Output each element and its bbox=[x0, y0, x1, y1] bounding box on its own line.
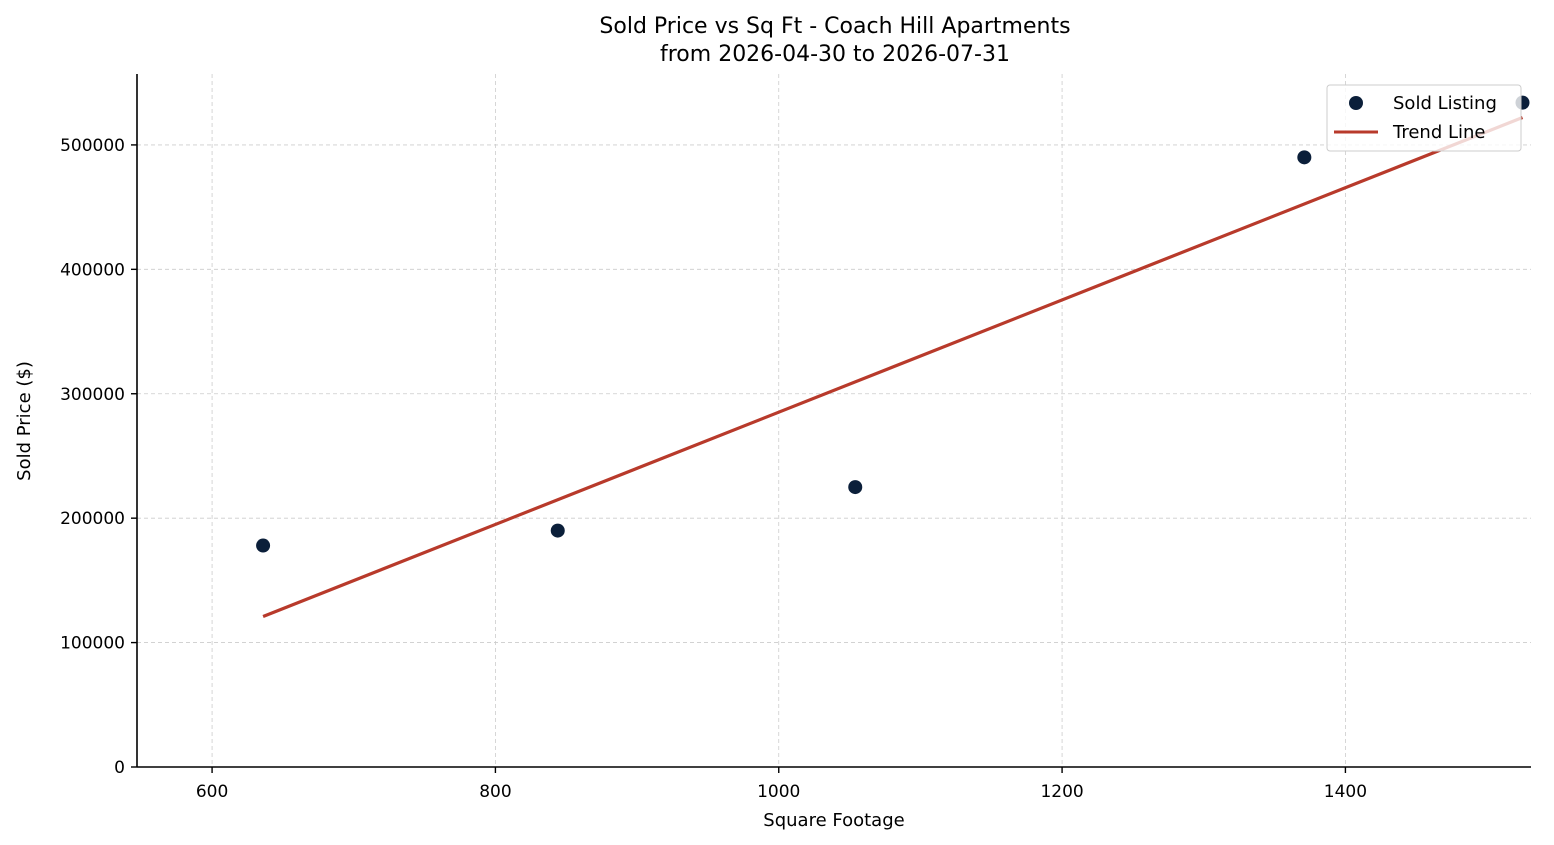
chart-title: Sold Price vs Sq Ft - Coach Hill Apartme… bbox=[599, 14, 1070, 39]
x-tick-label: 1000 bbox=[757, 782, 800, 802]
x-tick-label: 800 bbox=[479, 782, 511, 802]
y-tick-label: 300000 bbox=[60, 385, 125, 405]
legend-box bbox=[1326, 84, 1522, 152]
y-tick-label: 400000 bbox=[60, 260, 125, 280]
trend-line bbox=[262, 116, 1524, 618]
x-axis-label: Square Footage bbox=[763, 810, 904, 831]
data-point bbox=[550, 523, 565, 538]
ticks: 6008001000120014001600010000020000030000… bbox=[60, 136, 1367, 802]
y-tick-label: 500000 bbox=[60, 136, 125, 156]
legend-scatter-marker bbox=[1349, 96, 1363, 110]
data-point bbox=[1297, 150, 1312, 165]
chart-subtitle: from 2026-04-30 to 2026-07-31 bbox=[660, 42, 1010, 67]
grid bbox=[137, 74, 1531, 767]
legend: Sold Listing Trend Line bbox=[1326, 84, 1522, 152]
y-tick-label: 0 bbox=[114, 758, 125, 778]
axes bbox=[136, 74, 1531, 768]
y-tick-label: 200000 bbox=[60, 509, 125, 529]
x-tick-label: 1400 bbox=[1324, 782, 1367, 802]
data-point bbox=[256, 538, 271, 553]
legend-label-sold-listing: Sold Listing bbox=[1393, 93, 1497, 114]
x-tick-label: 1200 bbox=[1040, 782, 1083, 802]
x-tick-label: 600 bbox=[196, 782, 228, 802]
y-axis-label: Sold Price ($) bbox=[14, 361, 35, 481]
data-point bbox=[848, 480, 863, 495]
legend-label-trend-line: Trend Line bbox=[1392, 122, 1486, 143]
y-tick-label: 100000 bbox=[60, 634, 125, 654]
series bbox=[256, 95, 1530, 618]
